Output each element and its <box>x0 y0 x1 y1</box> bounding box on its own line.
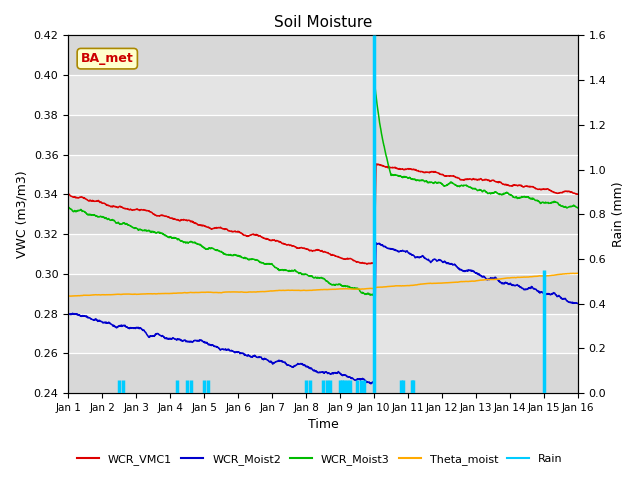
Bar <box>68 75 579 115</box>
Text: BA_met: BA_met <box>81 52 134 65</box>
Bar <box>68 194 579 234</box>
Bar <box>68 115 579 155</box>
Y-axis label: Rain (mm): Rain (mm) <box>612 181 625 247</box>
Bar <box>68 313 579 353</box>
Bar <box>68 36 579 75</box>
Bar <box>68 155 579 194</box>
Title: Soil Moisture: Soil Moisture <box>274 15 372 30</box>
Bar <box>68 353 579 393</box>
Legend: WCR_VMC1, WCR_Moist2, WCR_Moist3, Theta_moist, Rain: WCR_VMC1, WCR_Moist2, WCR_Moist3, Theta_… <box>72 450 568 469</box>
Y-axis label: VWC (m3/m3): VWC (m3/m3) <box>15 170 28 258</box>
Bar <box>68 234 579 274</box>
X-axis label: Time: Time <box>308 419 339 432</box>
Bar <box>68 274 579 313</box>
